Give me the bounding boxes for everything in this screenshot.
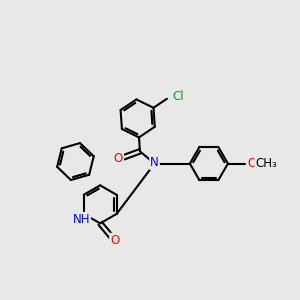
Text: N: N [150, 156, 159, 169]
Text: O: O [247, 157, 256, 170]
Text: O: O [114, 152, 123, 165]
Text: CH₃: CH₃ [255, 157, 277, 170]
Text: Cl: Cl [172, 90, 184, 104]
Text: O: O [110, 234, 119, 247]
Text: NH: NH [73, 213, 90, 226]
